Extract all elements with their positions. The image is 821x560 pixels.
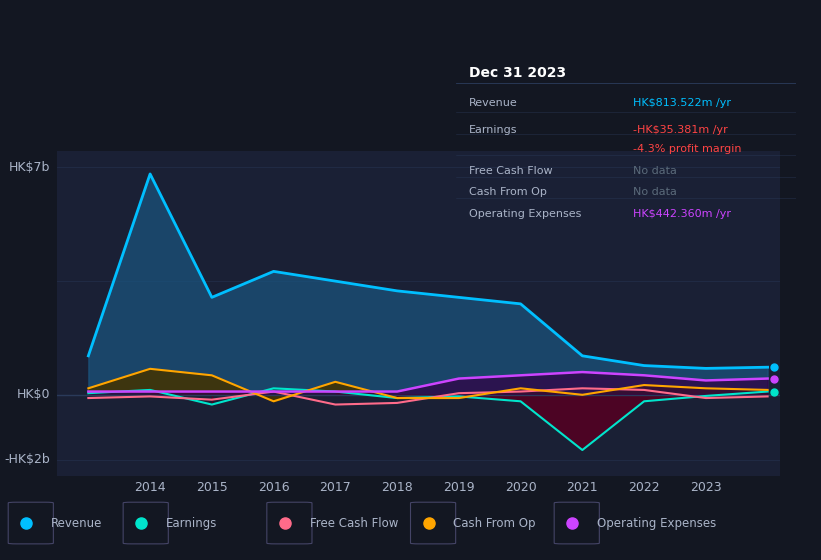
Text: Revenue: Revenue: [51, 516, 103, 530]
Text: Operating Expenses: Operating Expenses: [470, 209, 581, 219]
Text: Dec 31 2023: Dec 31 2023: [470, 66, 566, 80]
Text: HK$0: HK$0: [16, 388, 50, 402]
Text: HK$442.360m /yr: HK$442.360m /yr: [633, 209, 731, 219]
Text: HK$813.522m /yr: HK$813.522m /yr: [633, 98, 731, 108]
Text: -HK$2b: -HK$2b: [4, 453, 50, 466]
Text: Earnings: Earnings: [470, 125, 518, 134]
Text: Cash From Op: Cash From Op: [453, 516, 535, 530]
Text: Cash From Op: Cash From Op: [470, 188, 547, 197]
Text: Free Cash Flow: Free Cash Flow: [470, 166, 553, 176]
Text: HK$7b: HK$7b: [9, 161, 50, 174]
Text: -4.3% profit margin: -4.3% profit margin: [633, 144, 741, 155]
Text: No data: No data: [633, 188, 677, 197]
Text: Free Cash Flow: Free Cash Flow: [310, 516, 398, 530]
Text: No data: No data: [633, 166, 677, 176]
Text: Operating Expenses: Operating Expenses: [597, 516, 716, 530]
Text: -HK$35.381m /yr: -HK$35.381m /yr: [633, 125, 727, 134]
Text: Earnings: Earnings: [166, 516, 218, 530]
Text: Revenue: Revenue: [470, 98, 518, 108]
